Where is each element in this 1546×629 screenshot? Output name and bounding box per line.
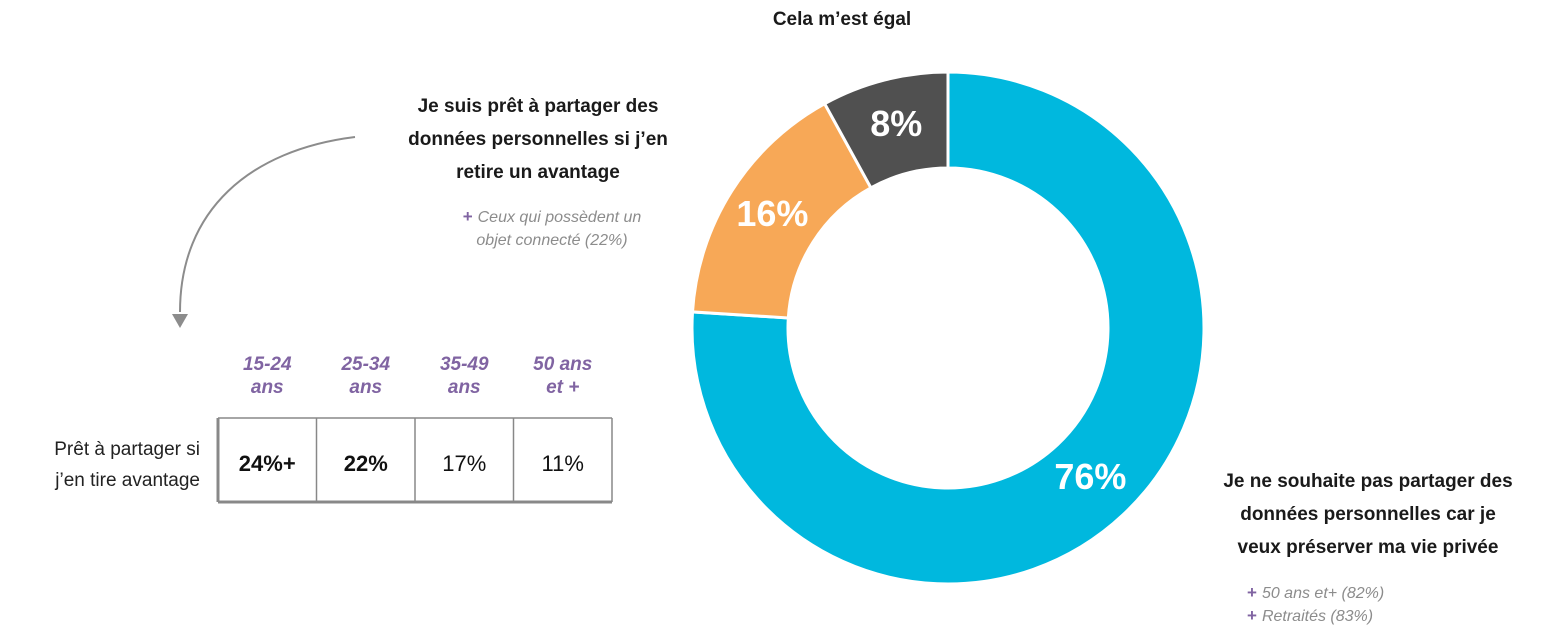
note-text: 50 ans et+ (82%) — [1262, 585, 1384, 602]
column-header: ans — [349, 377, 382, 398]
note-marker: + — [1247, 606, 1257, 625]
column-header: 15-24 — [243, 354, 292, 375]
donut-segment — [690, 70, 1206, 586]
note-text: objet connecté (22%) — [476, 232, 627, 249]
value-label: 76% — [1054, 456, 1126, 497]
table-cell: 17% — [442, 451, 486, 476]
note-marker: + — [463, 207, 473, 226]
column-header: 25-34 — [340, 354, 390, 375]
category-label: retire un avantage — [456, 162, 620, 183]
value-label: 16% — [736, 193, 808, 234]
value-label: 8% — [870, 103, 922, 144]
donut-segment — [822, 70, 950, 190]
column-header: 50 ans — [533, 354, 592, 375]
arrow-head — [172, 314, 188, 328]
category-label: données personnelles car je — [1240, 504, 1496, 525]
row-label: j’en tire avantage — [54, 470, 200, 491]
note: +50 ans et+ (82%) — [1247, 583, 1384, 602]
column-header: et + — [546, 377, 579, 398]
arrow — [179, 136, 356, 313]
category-label: Je ne souhaite pas partager des — [1223, 471, 1512, 492]
table-cell: 11% — [542, 451, 584, 476]
note: + Retraités (83%) — [1247, 606, 1373, 625]
row-label: Prêt à partager si — [54, 439, 200, 460]
table-cell: 22% — [344, 451, 388, 476]
column-header: ans — [448, 377, 481, 398]
note: objet connecté (22%) — [476, 232, 627, 249]
note-marker: + — [1247, 583, 1257, 602]
note-text: Retraités (83%) — [1262, 608, 1373, 625]
category-label: Je suis prêt à partager des — [418, 96, 659, 117]
column-header: ans — [251, 377, 284, 398]
note: + Ceux qui possèdent un — [463, 207, 642, 226]
category-label: veux préserver ma vie privée — [1238, 537, 1499, 558]
column-header: 35-49 — [440, 354, 489, 375]
category-label: données personnelles si j’en — [408, 129, 668, 150]
category-label: Cela m’est égal — [773, 9, 911, 30]
note-text: Ceux qui possèdent un — [478, 209, 642, 226]
table-cell: 24%+ — [239, 451, 296, 476]
